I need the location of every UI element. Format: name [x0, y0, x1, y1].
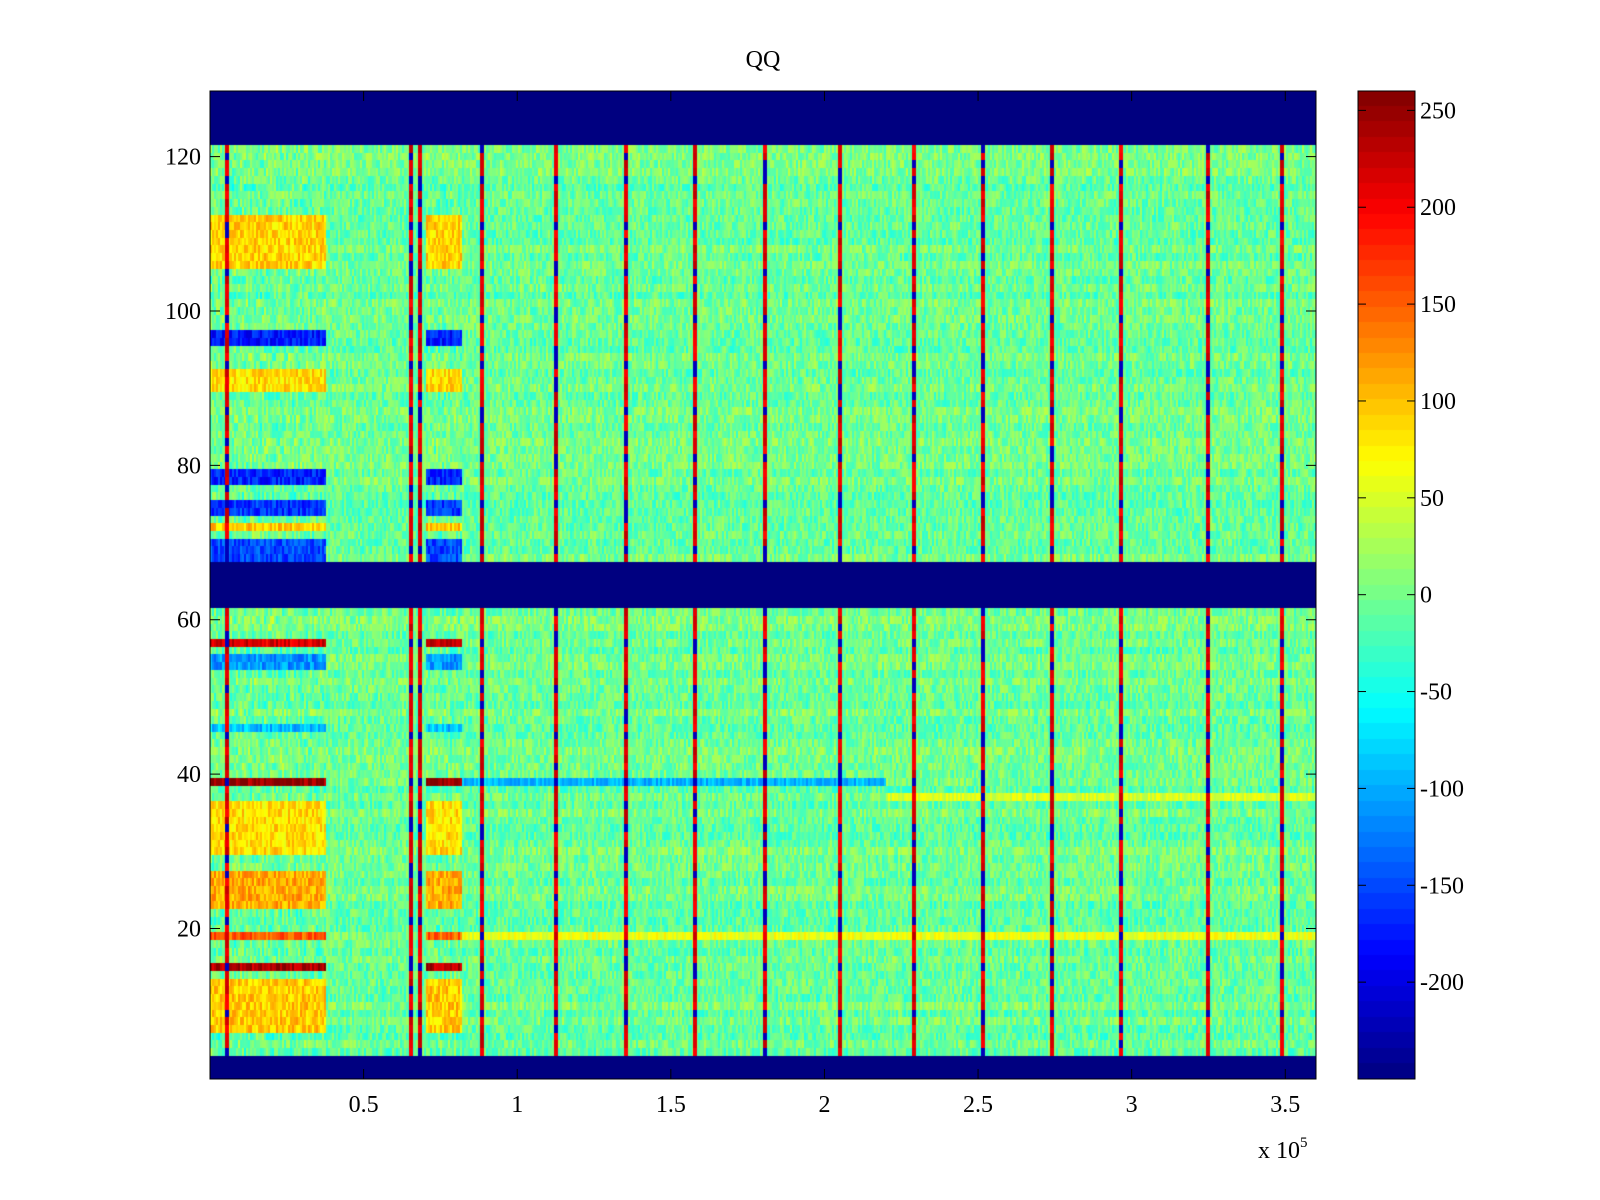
colorbar-tick-label: 100 [1420, 389, 1456, 415]
x-tick-label: 2 [818, 1092, 830, 1118]
y-tick-label: 80 [177, 453, 201, 479]
colorbar-tick-label: -50 [1420, 680, 1452, 706]
y-tick-label: 100 [165, 299, 201, 325]
colorbar-axis: 250 200 150 100 50 0 -50 -100 -150 -200 [1358, 98, 1464, 996]
x-multiplier-exponent: 5 [1300, 1135, 1308, 1151]
y-tick-label: 120 [165, 145, 201, 171]
y-axis: 20 40 60 80 100 120 [165, 145, 1316, 942]
y-tick-label: 60 [177, 608, 201, 634]
y-tick-label: 20 [177, 916, 201, 942]
x-multiplier-label: x 105 [1258, 1135, 1308, 1164]
x-tick-label: 2.5 [963, 1092, 993, 1118]
chart-title: QQ [746, 47, 781, 73]
colorbar-tick-label: -100 [1420, 776, 1464, 802]
plot-frame [209, 90, 1317, 1080]
x-tick-label: 3.5 [1270, 1092, 1300, 1118]
colorbar-tick-label: -200 [1420, 970, 1464, 996]
x-tick-label: 3 [1126, 1092, 1138, 1118]
colorbar-tick-label: 150 [1420, 292, 1456, 318]
colorbar-tick-label: 200 [1420, 195, 1456, 221]
x-tick-label: 1.5 [656, 1092, 686, 1118]
colorbar-gradient [1358, 91, 1415, 1079]
x-tick-label: 0.5 [349, 1092, 379, 1118]
x-axis: 0.5 1 1.5 2 2.5 3 3.5 [349, 91, 1300, 1118]
colorbar-tick-label: -150 [1420, 873, 1464, 899]
x-tick-label: 1 [511, 1092, 523, 1118]
colorbar-frame [1357, 90, 1416, 1080]
colorbar-tick-label: 50 [1420, 486, 1444, 512]
colorbar-tick-label: 250 [1420, 98, 1456, 124]
x-multiplier-prefix: x 10 [1258, 1138, 1300, 1164]
colorbar-tick-label: 0 [1420, 583, 1432, 609]
heatmap-image [210, 91, 1316, 1079]
y-tick-label: 40 [177, 762, 201, 788]
